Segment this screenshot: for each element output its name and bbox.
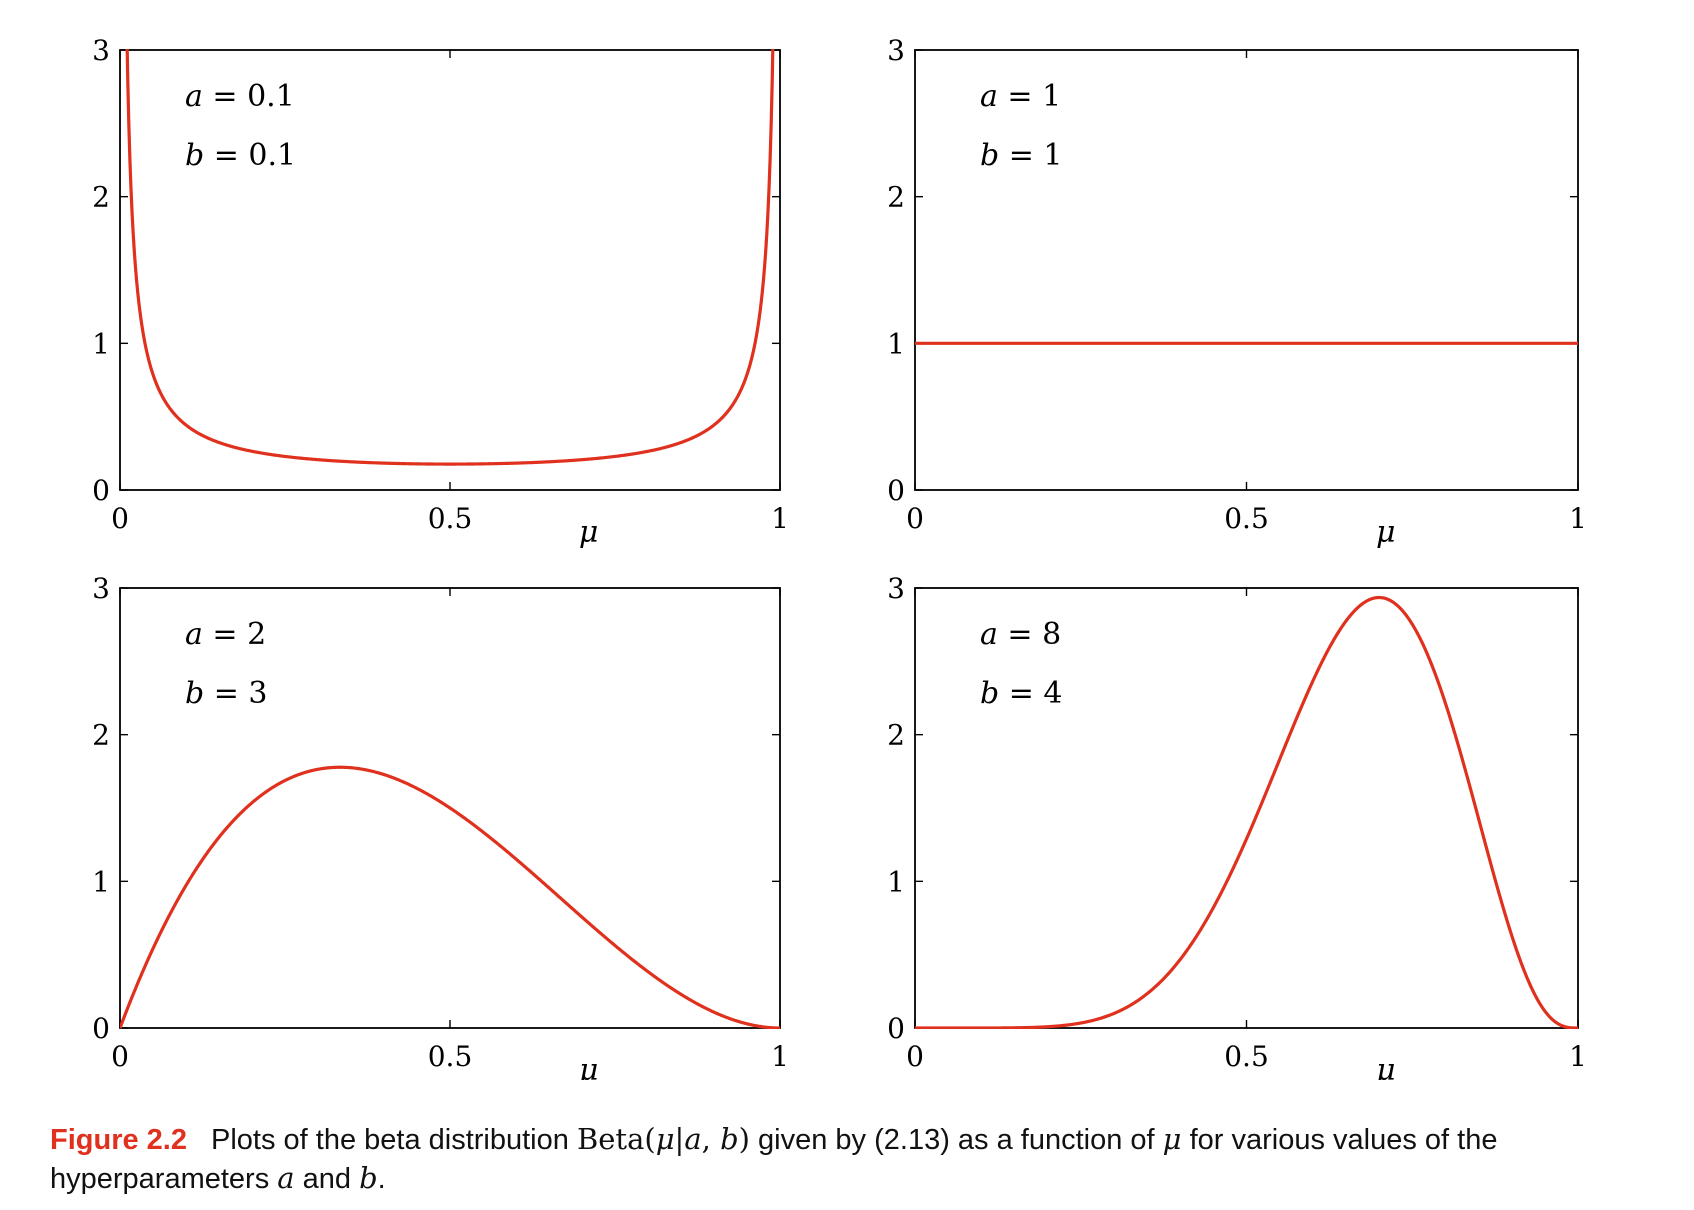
param-value: = 1 <box>999 138 1062 173</box>
x-tick-label: 1 <box>771 1040 789 1073</box>
param-var: b <box>185 676 204 711</box>
x-tick-label: 0.5 <box>428 1040 473 1073</box>
param-var: a <box>980 617 998 652</box>
param-var: a <box>185 79 203 114</box>
caption-math-b: b <box>720 1122 739 1156</box>
y-tick-label: 1 <box>887 865 905 898</box>
y-tick-label: 2 <box>92 181 110 214</box>
x-tick-label: 1 <box>1569 502 1587 535</box>
chart-panel-3: 0 1 2 3 0 0.5 1 μ a = 2 b = 3 <box>92 572 789 1080</box>
x-tick-label: 0 <box>906 502 924 535</box>
y-tick-label: 1 <box>92 327 110 360</box>
param-annotation-a: a = 1 <box>980 79 1061 114</box>
x-axis-label: μ <box>1376 1053 1396 1080</box>
figure-caption: Figure 2.2 Plots of the beta distribution… <box>50 1120 1650 1198</box>
param-value: = 8 <box>998 617 1061 652</box>
param-value: = 3 <box>204 676 267 711</box>
x-tick-label: 0 <box>111 502 129 535</box>
param-value: = 0.1 <box>204 138 296 173</box>
plot-frame <box>914 49 1579 491</box>
param-var: a <box>980 79 998 114</box>
caption-math-bar: | <box>674 1122 685 1156</box>
param-annotation-b: b = 0.1 <box>185 138 296 173</box>
param-annotation-a: a = 2 <box>185 617 266 652</box>
series-line <box>915 595 1578 1029</box>
y-tick-label: 0 <box>92 1012 110 1045</box>
caption-text-b: b <box>359 1161 378 1195</box>
y-tick-label: 0 <box>887 1012 905 1045</box>
param-annotation-a: a = 0.1 <box>185 79 295 114</box>
param-var: b <box>980 676 999 711</box>
caption-text-3: for various values of the hyperparameter… <box>50 1124 1498 1195</box>
x-axis-label: μ <box>579 515 599 550</box>
param-annotation-b: b = 3 <box>185 676 268 711</box>
caption-text-and: and <box>294 1163 360 1195</box>
y-tick-label: 2 <box>887 181 905 214</box>
caption-math-mu: μ <box>655 1122 675 1156</box>
y-tick-label: 3 <box>887 572 905 605</box>
param-value: = 2 <box>203 617 266 652</box>
param-annotation-a: a = 8 <box>980 617 1061 652</box>
caption-math-a: a <box>684 1122 702 1156</box>
caption-text-1: Plots of the beta distribution <box>211 1124 577 1156</box>
y-tick-label: 1 <box>887 327 905 360</box>
series-line <box>125 49 775 466</box>
x-tick-label: 1 <box>771 502 789 535</box>
y-tick-label: 3 <box>887 34 905 67</box>
caption-text-2: given by (2.13) as a function of <box>749 1124 1163 1156</box>
param-annotation-b: b = 4 <box>980 676 1063 711</box>
param-var: b <box>185 138 204 173</box>
x-axis-label: μ <box>579 1053 599 1080</box>
caption-text-a: a <box>277 1161 295 1195</box>
y-tick-label: 3 <box>92 572 110 605</box>
param-value: = 1 <box>998 79 1061 114</box>
caption-text-mu: μ <box>1162 1122 1182 1156</box>
param-annotation-b: b = 1 <box>980 138 1063 173</box>
plot-frame <box>119 49 781 491</box>
y-tick-label: 0 <box>92 474 110 507</box>
x-tick-label: 0.5 <box>1224 502 1269 535</box>
y-tick-label: 2 <box>887 719 905 752</box>
caption-text-end: . <box>377 1163 386 1195</box>
caption-math-beta: Beta( <box>576 1122 656 1156</box>
y-tick-label: 0 <box>887 474 905 507</box>
series-line <box>120 765 780 1029</box>
y-tick-label: 1 <box>92 865 110 898</box>
chart-panel-4: 0 1 2 3 0 0.5 1 μ a = 8 b = 4 <box>887 572 1587 1080</box>
param-value: = 0.1 <box>203 79 295 114</box>
x-tick-label: 1 <box>1569 1040 1587 1073</box>
caption-math-close: ) <box>738 1122 750 1156</box>
x-tick-label: 0.5 <box>1224 1040 1269 1073</box>
x-axis-label: μ <box>1376 515 1396 550</box>
x-tick-label: 0.5 <box>428 502 473 535</box>
param-var: b <box>980 138 999 173</box>
caption-math-comma: , <box>701 1122 721 1156</box>
y-tick-label: 3 <box>92 34 110 67</box>
param-var: a <box>185 617 203 652</box>
x-tick-label: 0 <box>906 1040 924 1073</box>
figure-label: Figure 2.2 <box>50 1124 187 1156</box>
param-value: = 4 <box>999 676 1062 711</box>
y-tick-label: 2 <box>92 719 110 752</box>
x-tick-label: 0 <box>111 1040 129 1073</box>
plot-frame <box>914 587 1579 1029</box>
